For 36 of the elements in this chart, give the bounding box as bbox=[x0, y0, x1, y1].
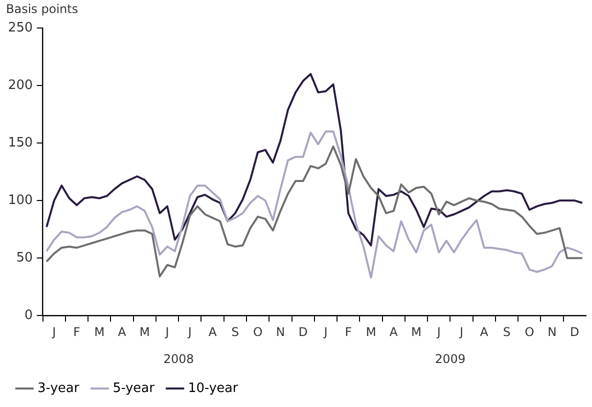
y-tick-label: 0 bbox=[24, 308, 33, 323]
x-tick-label: D bbox=[298, 324, 308, 339]
x-tick-label: F bbox=[73, 324, 80, 339]
legend-label: 10-year bbox=[188, 380, 239, 396]
text: 2008 bbox=[163, 352, 194, 366]
y-tick-label: 150 bbox=[8, 135, 33, 150]
x-tick-label: J bbox=[322, 324, 328, 339]
x-tick-label: S bbox=[231, 324, 240, 339]
x-tick-label: F bbox=[344, 324, 352, 339]
x-tick-label: M bbox=[411, 324, 422, 339]
x-tick-label: S bbox=[502, 324, 511, 339]
x-tick-label: D bbox=[570, 324, 580, 339]
x-tick-label: A bbox=[480, 324, 490, 339]
x-tick-label: J bbox=[51, 324, 56, 339]
x-tick-label: M bbox=[366, 324, 376, 339]
x-tick-label: J bbox=[187, 324, 192, 339]
legend-label: 3-year bbox=[38, 380, 80, 396]
x-tick-label: J bbox=[164, 324, 170, 339]
x-tick-label: M bbox=[139, 324, 150, 339]
x-tick-label: J bbox=[436, 324, 441, 339]
x-tick-label: N bbox=[548, 324, 557, 339]
y-tick-label: 250 bbox=[8, 20, 33, 36]
x-tick-label: A bbox=[390, 324, 399, 339]
text: 2009 bbox=[434, 352, 466, 366]
y-tick-label: 100 bbox=[8, 192, 33, 208]
x-tick-label: O bbox=[524, 324, 534, 339]
legend-label: 5-year bbox=[112, 380, 156, 396]
y-tick-label: 200 bbox=[8, 78, 33, 93]
x-tick-label: M bbox=[94, 324, 105, 339]
x-tick-label: O bbox=[253, 324, 263, 339]
x-tick-label: A bbox=[208, 324, 218, 339]
y-axis-title: Basis points bbox=[6, 2, 78, 16]
x-tick-label: N bbox=[276, 324, 285, 339]
x-tick-label: A bbox=[118, 324, 127, 339]
x-tick-label: J bbox=[458, 324, 464, 339]
y-tick-label: 50 bbox=[16, 250, 33, 266]
